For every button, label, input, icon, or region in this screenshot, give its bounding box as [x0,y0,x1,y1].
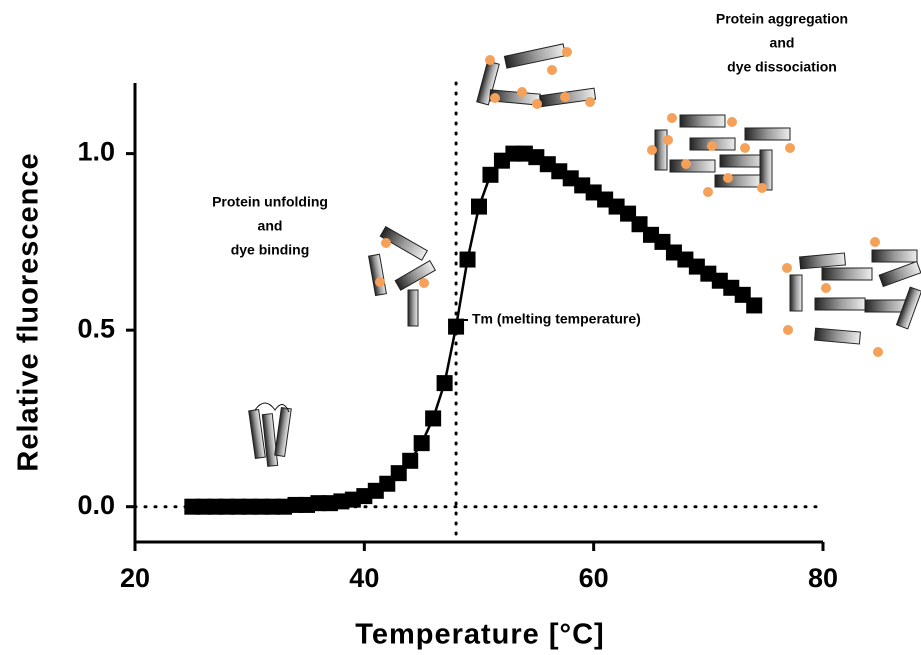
data-point [402,452,419,469]
x-tick-label: 80 [808,563,838,593]
annotation: Protein unfolding [212,194,328,210]
y-tick-label: 1.0 [77,137,115,167]
data-point [471,198,487,215]
annotation: dye binding [231,242,310,258]
data-point [425,410,442,427]
data-point [413,435,430,452]
annotation: Protein aggregation [716,11,848,27]
data-point [390,465,407,482]
x-tick-label: 20 [120,563,150,593]
unfolded-protein-icon [476,43,597,109]
y-tick-label: 0.5 [77,313,115,343]
data-point [746,297,763,314]
data-point [482,166,499,183]
annotation: and [258,218,283,234]
dissociated-aggregate-icon [782,237,921,357]
aggregate-icon [647,113,795,197]
x-tick-label: 40 [349,563,379,593]
unfolding-protein-icon [368,225,437,327]
annotation: and [770,35,795,51]
annotation: Tm (melting temperature) [472,311,641,327]
x-tick-label: 60 [579,563,609,593]
x-axis-title: Temperature [°C] [355,619,604,651]
data-point [448,318,465,335]
data-point [436,375,453,392]
data-point [459,251,476,268]
folded-protein-icon [248,402,292,467]
annotation: dye dissociation [727,59,837,75]
y-axis-title: Relative fluorescence [13,152,45,471]
y-tick-label: 0.0 [77,490,115,520]
